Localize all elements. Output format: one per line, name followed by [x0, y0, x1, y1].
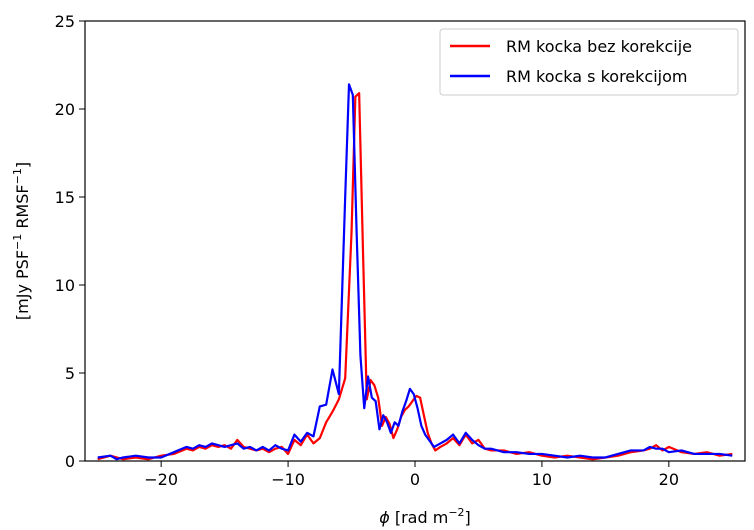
y-tick-label: 10	[55, 276, 75, 295]
y-axis-ticks: 0 5 10 15 20 25	[55, 12, 85, 471]
y-axis-label: [mJy PSF−1 RMSF−1]	[11, 162, 32, 320]
y-axis-sup-a: −1	[11, 234, 24, 250]
y-tick-label: 5	[65, 364, 75, 383]
x-axis-label: ϕ [rad m−2]	[379, 506, 471, 527]
y-axis-part-b: RMSF	[13, 184, 32, 233]
x-axis-symbol: ϕ	[379, 508, 390, 527]
legend: RM kocka bez korekcije RM kocka s korekc…	[439, 28, 739, 96]
x-axis-text: [rad m	[390, 508, 449, 527]
y-tick-label: 25	[55, 12, 75, 31]
x-tick-label: −10	[271, 470, 305, 489]
x-axis-end: ]	[465, 508, 471, 527]
x-axis-sup: −2	[448, 506, 464, 519]
y-axis-sup-b: −1	[11, 168, 24, 184]
legend-label-s-korekcijom: RM kocka s korekcijom	[506, 67, 687, 86]
legend-label-bez-korekcije: RM kocka bez korekcije	[506, 37, 692, 56]
y-tick-label: 15	[55, 188, 75, 207]
series-layer	[97, 83, 733, 461]
x-tick-label: 0	[410, 470, 420, 489]
series-line-0	[97, 92, 733, 461]
x-tick-label: −20	[144, 470, 178, 489]
y-axis-part-a: [mJy PSF	[13, 250, 32, 320]
y-tick-label: 20	[55, 100, 75, 119]
x-axis-ticks: −20 −10 0 10 20	[144, 461, 679, 489]
x-tick-label: 20	[659, 470, 679, 489]
y-tick-label: 0	[65, 452, 75, 471]
series-line-1	[97, 83, 733, 461]
x-tick-label: 10	[532, 470, 552, 489]
y-axis-part-c: ]	[13, 162, 32, 168]
legend-box	[439, 28, 739, 96]
